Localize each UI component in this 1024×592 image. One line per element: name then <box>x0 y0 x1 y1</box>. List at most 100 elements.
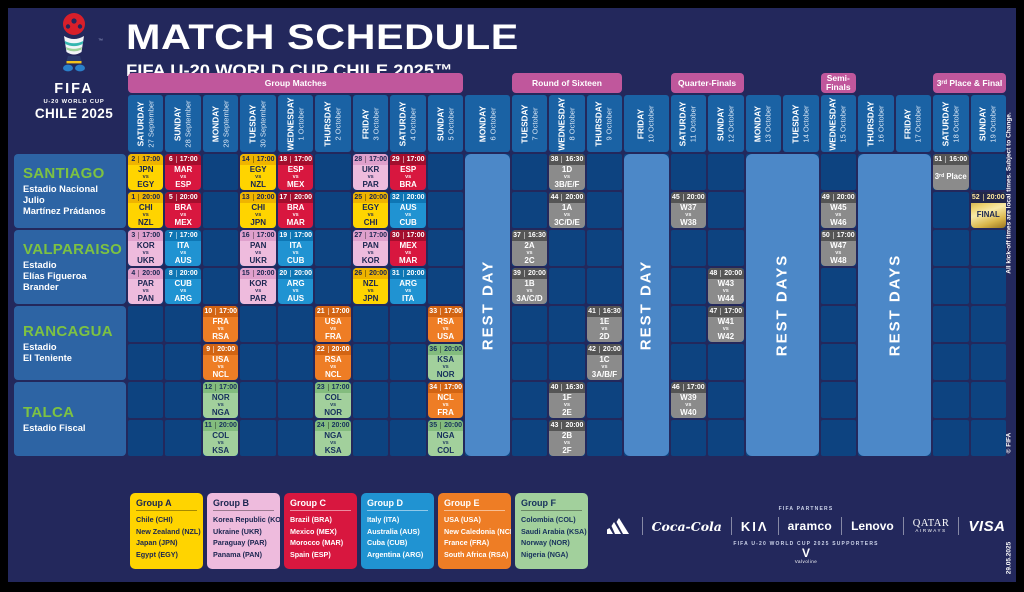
match-number: 33 <box>429 308 438 315</box>
away-team: CUB <box>287 255 305 265</box>
day-cell <box>315 230 351 266</box>
match-cell: 43 20:00 2B vs 2F <box>549 420 585 456</box>
match-header: 49 20:00 <box>820 192 857 203</box>
match-cell: 12 17:00 NOR vs NGA <box>202 382 239 418</box>
match-time: 17:00 <box>682 384 705 391</box>
column-date: 19 October <box>988 104 998 143</box>
home-team: PAN <box>362 240 379 250</box>
match-time: 17:00 <box>720 308 742 315</box>
away-team: PAN <box>137 293 154 303</box>
day-cell <box>586 154 623 190</box>
match-number: 12 <box>204 384 213 391</box>
away-team: 3C/D/E <box>554 217 580 227</box>
match-time: 20:00 <box>327 346 350 353</box>
match-header: 1 20:00 <box>128 192 164 203</box>
day-cell <box>352 344 389 380</box>
day-cell <box>708 344 744 380</box>
venue-stadium: Estadio Elías Figueroa Brander <box>23 260 87 292</box>
vs-label: vs <box>180 288 187 295</box>
match-cell: 37 16:30 2A vs 2C <box>511 230 548 266</box>
home-team: 1A <box>561 202 573 212</box>
date-column-header-text: FRIDAY 3 October <box>360 95 380 152</box>
kia-logo: KIΛ <box>740 518 769 534</box>
home-team: MAR <box>174 164 193 174</box>
match-time: 17:00 <box>252 232 275 239</box>
match-header: 25 20:00 <box>352 192 389 203</box>
away-team: AUS <box>174 255 192 265</box>
day-cell <box>708 192 744 228</box>
match-number: 40 <box>550 384 559 391</box>
vs-label: vs <box>217 364 224 371</box>
day-cell <box>670 268 707 304</box>
vs-label: vs <box>292 288 299 295</box>
away-team: W38 <box>680 217 697 227</box>
column-date: 28 September <box>183 99 193 148</box>
match-cell: 30 17:00 MEX vs MAR <box>390 230 426 266</box>
date-column-header-text: SATURDAY 4 October <box>398 95 418 152</box>
home-team: W39 <box>680 392 697 402</box>
home-team: CUB <box>174 278 192 288</box>
divider <box>730 517 732 535</box>
date-column-header: MONDAY 6 October <box>465 95 510 152</box>
match-number: 6 <box>168 156 173 163</box>
match-header: 14 17:00 <box>240 154 276 165</box>
match-time: 20:00 <box>440 422 462 429</box>
date-column-header: WEDNESDAY 8 October <box>549 95 585 152</box>
match-teams: UKR vs PAR <box>353 165 389 190</box>
away-team: UKR <box>249 255 267 265</box>
match-time: 20:00 <box>365 194 387 201</box>
group-team: Argentina (ARG) <box>367 549 424 559</box>
match-number: 23 <box>316 384 325 391</box>
phase-bar: Group Matches <box>128 73 464 93</box>
match-time: 17:00 <box>402 232 425 239</box>
day-cell <box>352 306 389 342</box>
vs-label: vs <box>367 212 374 219</box>
home-team: COL <box>212 430 230 440</box>
match-teams: USA vs FRA <box>315 317 350 342</box>
group-team: Australia (AUS) <box>367 526 420 536</box>
match-time: 20:00 <box>175 270 198 277</box>
match-header: 11 20:00 <box>202 420 239 431</box>
away-team: 2E <box>562 407 572 417</box>
match-teams: USA vs NCL <box>203 355 238 380</box>
day-cell <box>390 420 426 456</box>
group-legend-box: Group F Colombia (COL) Saudi Arabia (KSA) N… <box>515 493 588 569</box>
match-cell: 14 17:00 EGY vs NZL <box>240 154 276 190</box>
date-column-header: SUNDAY 12 October <box>708 95 744 152</box>
match-teams: ITA vs CUB <box>278 241 313 266</box>
vs-label: vs <box>835 250 842 257</box>
match-teams: PAN vs UKR <box>240 241 276 266</box>
match-teams: 2B vs 2F <box>549 431 584 456</box>
match-time: 20:00 <box>213 346 235 353</box>
match-time: 17:00 <box>327 308 350 315</box>
match-teams: W39 vs W40 <box>671 393 706 418</box>
home-team: ARG <box>399 278 418 288</box>
venue-city: TALCA <box>23 404 75 422</box>
away-team: KSA <box>324 445 342 455</box>
match-cell: 3 17:00 KOR vs UKR <box>128 230 164 266</box>
match-header: 15 20:00 <box>240 268 276 279</box>
match-teams: W43 vs W44 <box>708 279 743 304</box>
away-team: BRA <box>399 179 417 189</box>
date-column-header: SATURDAY 27 September <box>128 95 164 152</box>
match-number: 9 <box>206 346 211 353</box>
vs-label: vs <box>217 440 224 447</box>
match-header: 10 17:00 <box>202 306 239 317</box>
day-cell <box>202 230 239 266</box>
match-time: 17:00 <box>138 156 160 163</box>
vs-label: vs <box>142 250 149 257</box>
date-column-header-text: WEDNESDAY 15 October <box>828 95 848 152</box>
day-cell <box>240 382 276 418</box>
divider <box>958 517 960 535</box>
away-team: ESP <box>175 179 192 189</box>
match-number: 15 <box>241 270 250 277</box>
match-teams: BRA vs MEX <box>165 203 200 228</box>
match-time: 16:00 <box>945 156 967 163</box>
column-day: FRIDAY <box>902 108 913 139</box>
match-time: 20:00 <box>561 194 583 201</box>
valvoline-wordmark: Valvoline <box>794 559 818 564</box>
home-team: 1C <box>599 354 610 364</box>
day-cell <box>202 154 239 190</box>
rest-day-label: REST DAY <box>479 259 497 351</box>
match-teams: 1A vs 3C/D/E <box>549 203 584 228</box>
